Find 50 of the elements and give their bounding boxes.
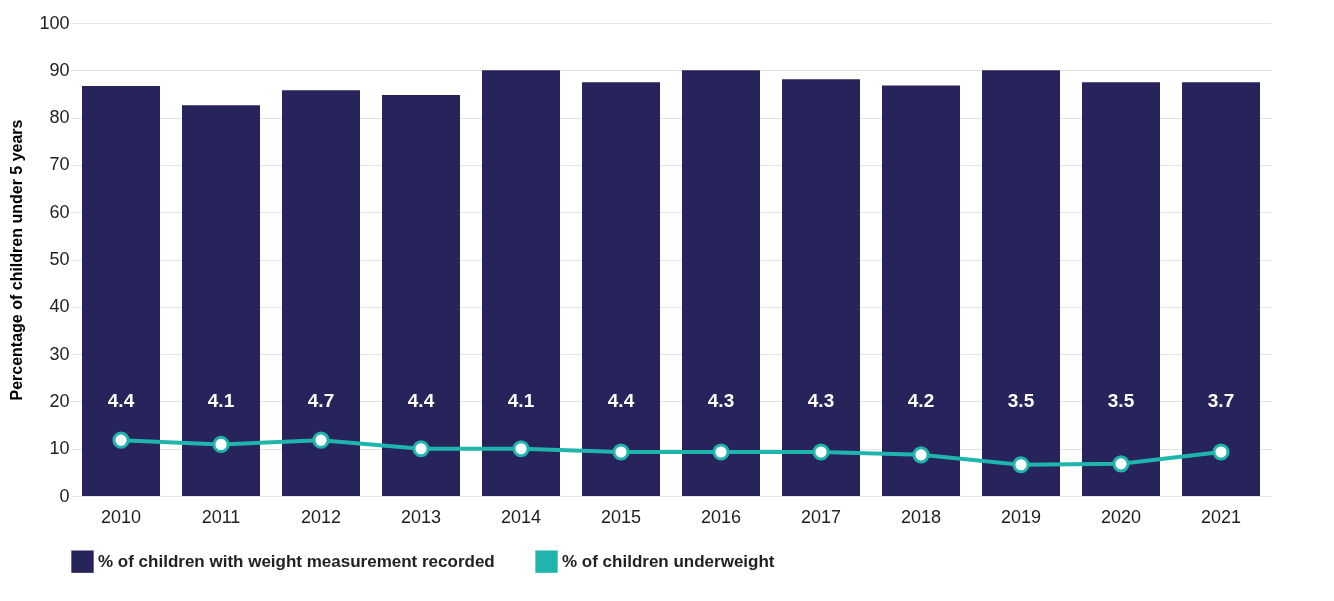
annotation: 4.4 <box>407 390 435 412</box>
bar <box>982 70 1060 496</box>
y-tick-label: 100 <box>39 12 70 33</box>
annotation: 4.2 <box>907 390 935 412</box>
x-tick-label: 2014 <box>500 506 542 527</box>
x-tick-label: 2017 <box>800 506 842 527</box>
annotation: 4.7 <box>307 390 335 412</box>
x-tick-label: 2016 <box>700 506 742 527</box>
annotation: 4.3 <box>807 390 835 412</box>
x-tick-label: 2010 <box>100 506 142 527</box>
x-tick-label: 2013 <box>400 506 442 527</box>
y-axis-title: Percentage of children under 5 years <box>8 119 26 401</box>
bar <box>682 70 760 496</box>
y-tick-label: 40 <box>49 296 70 317</box>
y-tick-label: 10 <box>49 438 70 459</box>
legend-label: % of children with weight measurement recorded <box>98 551 495 571</box>
annotation: 3.7 <box>1207 390 1235 412</box>
y-tick-label: 0 <box>59 485 70 506</box>
y-tick-label: 30 <box>49 343 70 364</box>
bar <box>182 105 260 496</box>
annotation: 3.5 <box>1007 390 1035 412</box>
bar <box>582 82 660 496</box>
x-tick-label: 2015 <box>600 506 642 527</box>
annotation: 4.1 <box>207 390 235 412</box>
annotation: 4.4 <box>107 390 135 412</box>
y-tick-label: 80 <box>49 107 70 128</box>
x-tick-label: 2019 <box>1000 506 1042 527</box>
y-tick-label: 50 <box>49 249 70 269</box>
x-tick-label: 2011 <box>201 506 241 527</box>
y-tick-label: 60 <box>49 201 70 222</box>
x-tick-label: 2020 <box>1100 506 1142 527</box>
legend-label: % of children underweight <box>562 551 775 571</box>
bar <box>282 90 360 496</box>
bar <box>782 79 860 496</box>
annotation: 4.3 <box>707 390 735 412</box>
y-tick-label: 20 <box>49 390 70 411</box>
x-tick-label: 2012 <box>300 506 342 527</box>
bar <box>382 94 460 496</box>
bar <box>482 70 560 496</box>
bar <box>1082 82 1160 496</box>
y-tick-label: 90 <box>49 59 70 80</box>
annotation: 4.4 <box>607 390 635 412</box>
y-tick-label: 70 <box>49 154 70 175</box>
bar <box>1182 82 1260 496</box>
bar <box>82 85 160 496</box>
x-tick-label: 2021 <box>1200 506 1242 527</box>
annotation: 4.1 <box>507 390 535 412</box>
bar <box>882 85 960 496</box>
annotation: 3.5 <box>1107 390 1135 412</box>
x-tick-label: 2018 <box>900 506 942 527</box>
